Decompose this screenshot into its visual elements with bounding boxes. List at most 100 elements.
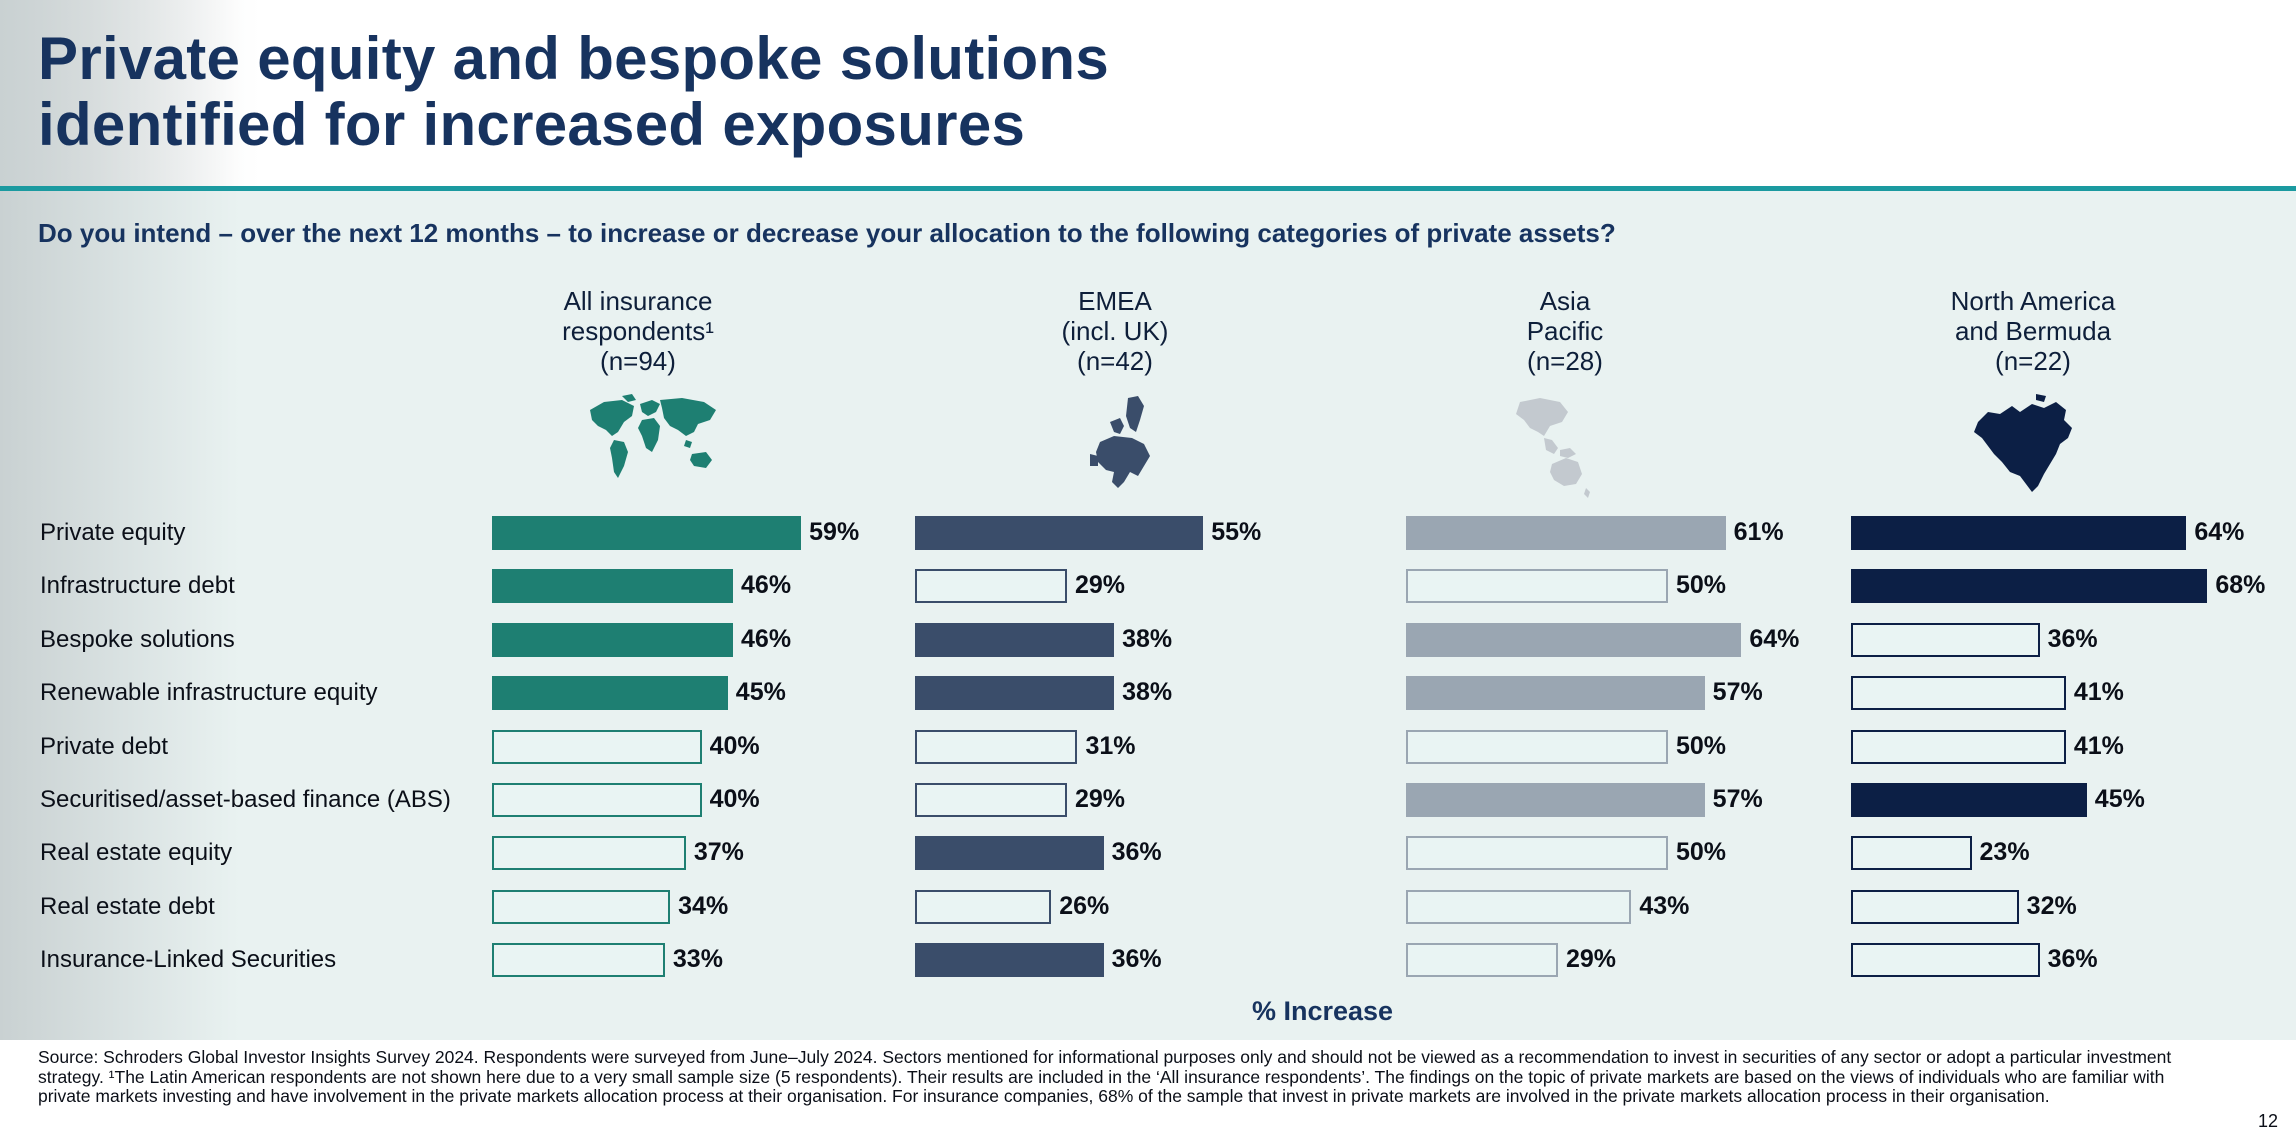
bar-highlighted xyxy=(1851,569,2208,604)
bar-value-label: 57% xyxy=(1712,678,1763,707)
bar-outline xyxy=(1851,836,1972,871)
bar-outline xyxy=(1851,729,2066,764)
europe-map-icon xyxy=(1090,396,1150,488)
column-header-line: Pacific xyxy=(1526,316,1604,346)
bar-highlighted xyxy=(1851,783,2087,817)
bar-value-label: 33% xyxy=(672,945,723,974)
bar-highlighted xyxy=(915,943,1104,978)
bar-value-label: 43% xyxy=(1639,891,1690,920)
row-label: Renewable infrastructure equity xyxy=(40,679,378,707)
page-title: Private equity and bespoke solutions ide… xyxy=(38,26,1438,158)
row-label: Private debt xyxy=(40,732,169,760)
bar-value-label: 38% xyxy=(1122,624,1173,653)
column-header-line: respondents¹ xyxy=(562,316,714,346)
row-label: Real estate debt xyxy=(40,892,215,920)
bar-outline xyxy=(1406,729,1668,764)
title-divider xyxy=(0,186,2296,191)
bar-outline xyxy=(915,729,1078,764)
column-header-line: (n=28) xyxy=(1527,346,1603,376)
bar-outline xyxy=(915,783,1067,817)
bar-value-label: 46% xyxy=(741,624,792,653)
bar-value-label: 36% xyxy=(1111,945,1162,974)
bar-value-label: 55% xyxy=(1211,518,1262,546)
bar-outline xyxy=(1851,676,2066,711)
bar-value-label: 26% xyxy=(1059,891,1110,920)
bar-outline xyxy=(492,889,671,924)
bar-value-label: 45% xyxy=(735,678,786,707)
bar-outline xyxy=(1406,836,1668,871)
row-label: Securitised/asset-based finance (ABS) xyxy=(40,786,451,813)
bar-highlighted xyxy=(492,676,728,711)
bar-outline xyxy=(1406,569,1668,604)
bar-value-label: 68% xyxy=(2215,571,2266,600)
bar-outline xyxy=(1851,622,2040,657)
title-line-2: identified for increased exposures xyxy=(38,91,1026,158)
column-header-line: (n=42) xyxy=(1077,346,1153,376)
bar-value-label: 64% xyxy=(2194,518,2245,546)
row-label: Insurance-Linked Securities xyxy=(40,946,337,974)
axis-caption: % Increase xyxy=(1251,996,1394,1026)
bar-value-label: 61% xyxy=(1733,518,1784,546)
bar-outline xyxy=(1406,943,1558,978)
column-header-north-america: North America and Bermuda (n=22) xyxy=(1873,286,2193,376)
title-line-1: Private equity and bespoke solutions xyxy=(38,25,1110,92)
column-header-line: North America xyxy=(1950,286,2116,316)
row-label: Real estate equity xyxy=(40,839,233,867)
bar-value-label: 36% xyxy=(2047,624,2098,653)
bar-highlighted xyxy=(1406,516,1726,550)
bar-value-label: 59% xyxy=(809,518,860,546)
bar-value-label: 38% xyxy=(1122,678,1173,707)
bar-value-label: 41% xyxy=(2073,731,2124,760)
bar-value-label: 50% xyxy=(1676,731,1727,760)
column-header-line: Asia xyxy=(1539,286,1591,316)
bar-outline xyxy=(1406,889,1632,924)
bar-value-label: 29% xyxy=(1074,571,1125,600)
page-number: 12 xyxy=(2257,1111,2278,1131)
column-header-asia-pacific: Asia Pacific (n=28) xyxy=(1405,286,1725,376)
bar-outline xyxy=(492,943,665,978)
bar-outline xyxy=(1851,943,2040,978)
world-map-icon xyxy=(590,394,716,478)
bar-value-label: 50% xyxy=(1676,571,1727,600)
bar-outline xyxy=(492,783,702,817)
bar-outline xyxy=(492,836,686,871)
column-header-line: and Bermuda xyxy=(1954,316,2112,346)
row-label: Bespoke solutions xyxy=(40,625,235,653)
column-header-all-insurance: All insurance respondents¹ (n=94) xyxy=(478,286,798,376)
bar-value-label: 50% xyxy=(1676,838,1727,867)
bar-value-label: 40% xyxy=(709,731,760,760)
column-header-line: EMEA xyxy=(1078,286,1152,316)
bar-highlighted xyxy=(1406,676,1705,711)
bar-value-label: 45% xyxy=(2094,785,2145,813)
bar-value-label: 23% xyxy=(1979,838,2030,867)
bar-value-label: 31% xyxy=(1085,731,1136,760)
column-header-line: (incl. UK) xyxy=(1061,316,1169,346)
bar-value-label: 29% xyxy=(1074,785,1125,813)
north-america-map-icon xyxy=(1974,394,2072,492)
column-header-line: (n=94) xyxy=(600,346,676,376)
column-header-line: (n=22) xyxy=(1995,346,2071,376)
bar-highlighted xyxy=(915,836,1104,871)
bar-outline xyxy=(915,569,1067,604)
bar-value-label: 29% xyxy=(1565,945,1616,974)
column-header-emea: EMEA (incl. UK) (n=42) xyxy=(955,286,1275,376)
bar-highlighted xyxy=(915,676,1115,711)
bar-value-label: 57% xyxy=(1712,785,1763,813)
bar-value-label: 36% xyxy=(2047,945,2098,974)
source-footnote: Source: Schroders Global Investor Insigh… xyxy=(38,1047,2172,1106)
bar-value-label: 64% xyxy=(1749,624,1800,653)
column-header-line: All insurance xyxy=(563,286,713,316)
bar-value-label: 46% xyxy=(741,571,792,600)
bar-highlighted xyxy=(492,622,734,657)
bar-highlighted xyxy=(1851,516,2187,550)
bar-value-label: 36% xyxy=(1111,838,1162,867)
row-label: Private equity xyxy=(40,519,186,546)
bar-outline xyxy=(915,889,1052,924)
bar-value-label: 37% xyxy=(693,838,744,867)
survey-question: Do you intend – over the next 12 months … xyxy=(38,218,1616,248)
bar-value-label: 40% xyxy=(709,785,760,813)
bar-highlighted xyxy=(492,516,802,550)
bar-outline xyxy=(1851,889,2019,924)
asia-pacific-map-icon xyxy=(1516,398,1590,498)
bar-highlighted xyxy=(1406,622,1742,657)
